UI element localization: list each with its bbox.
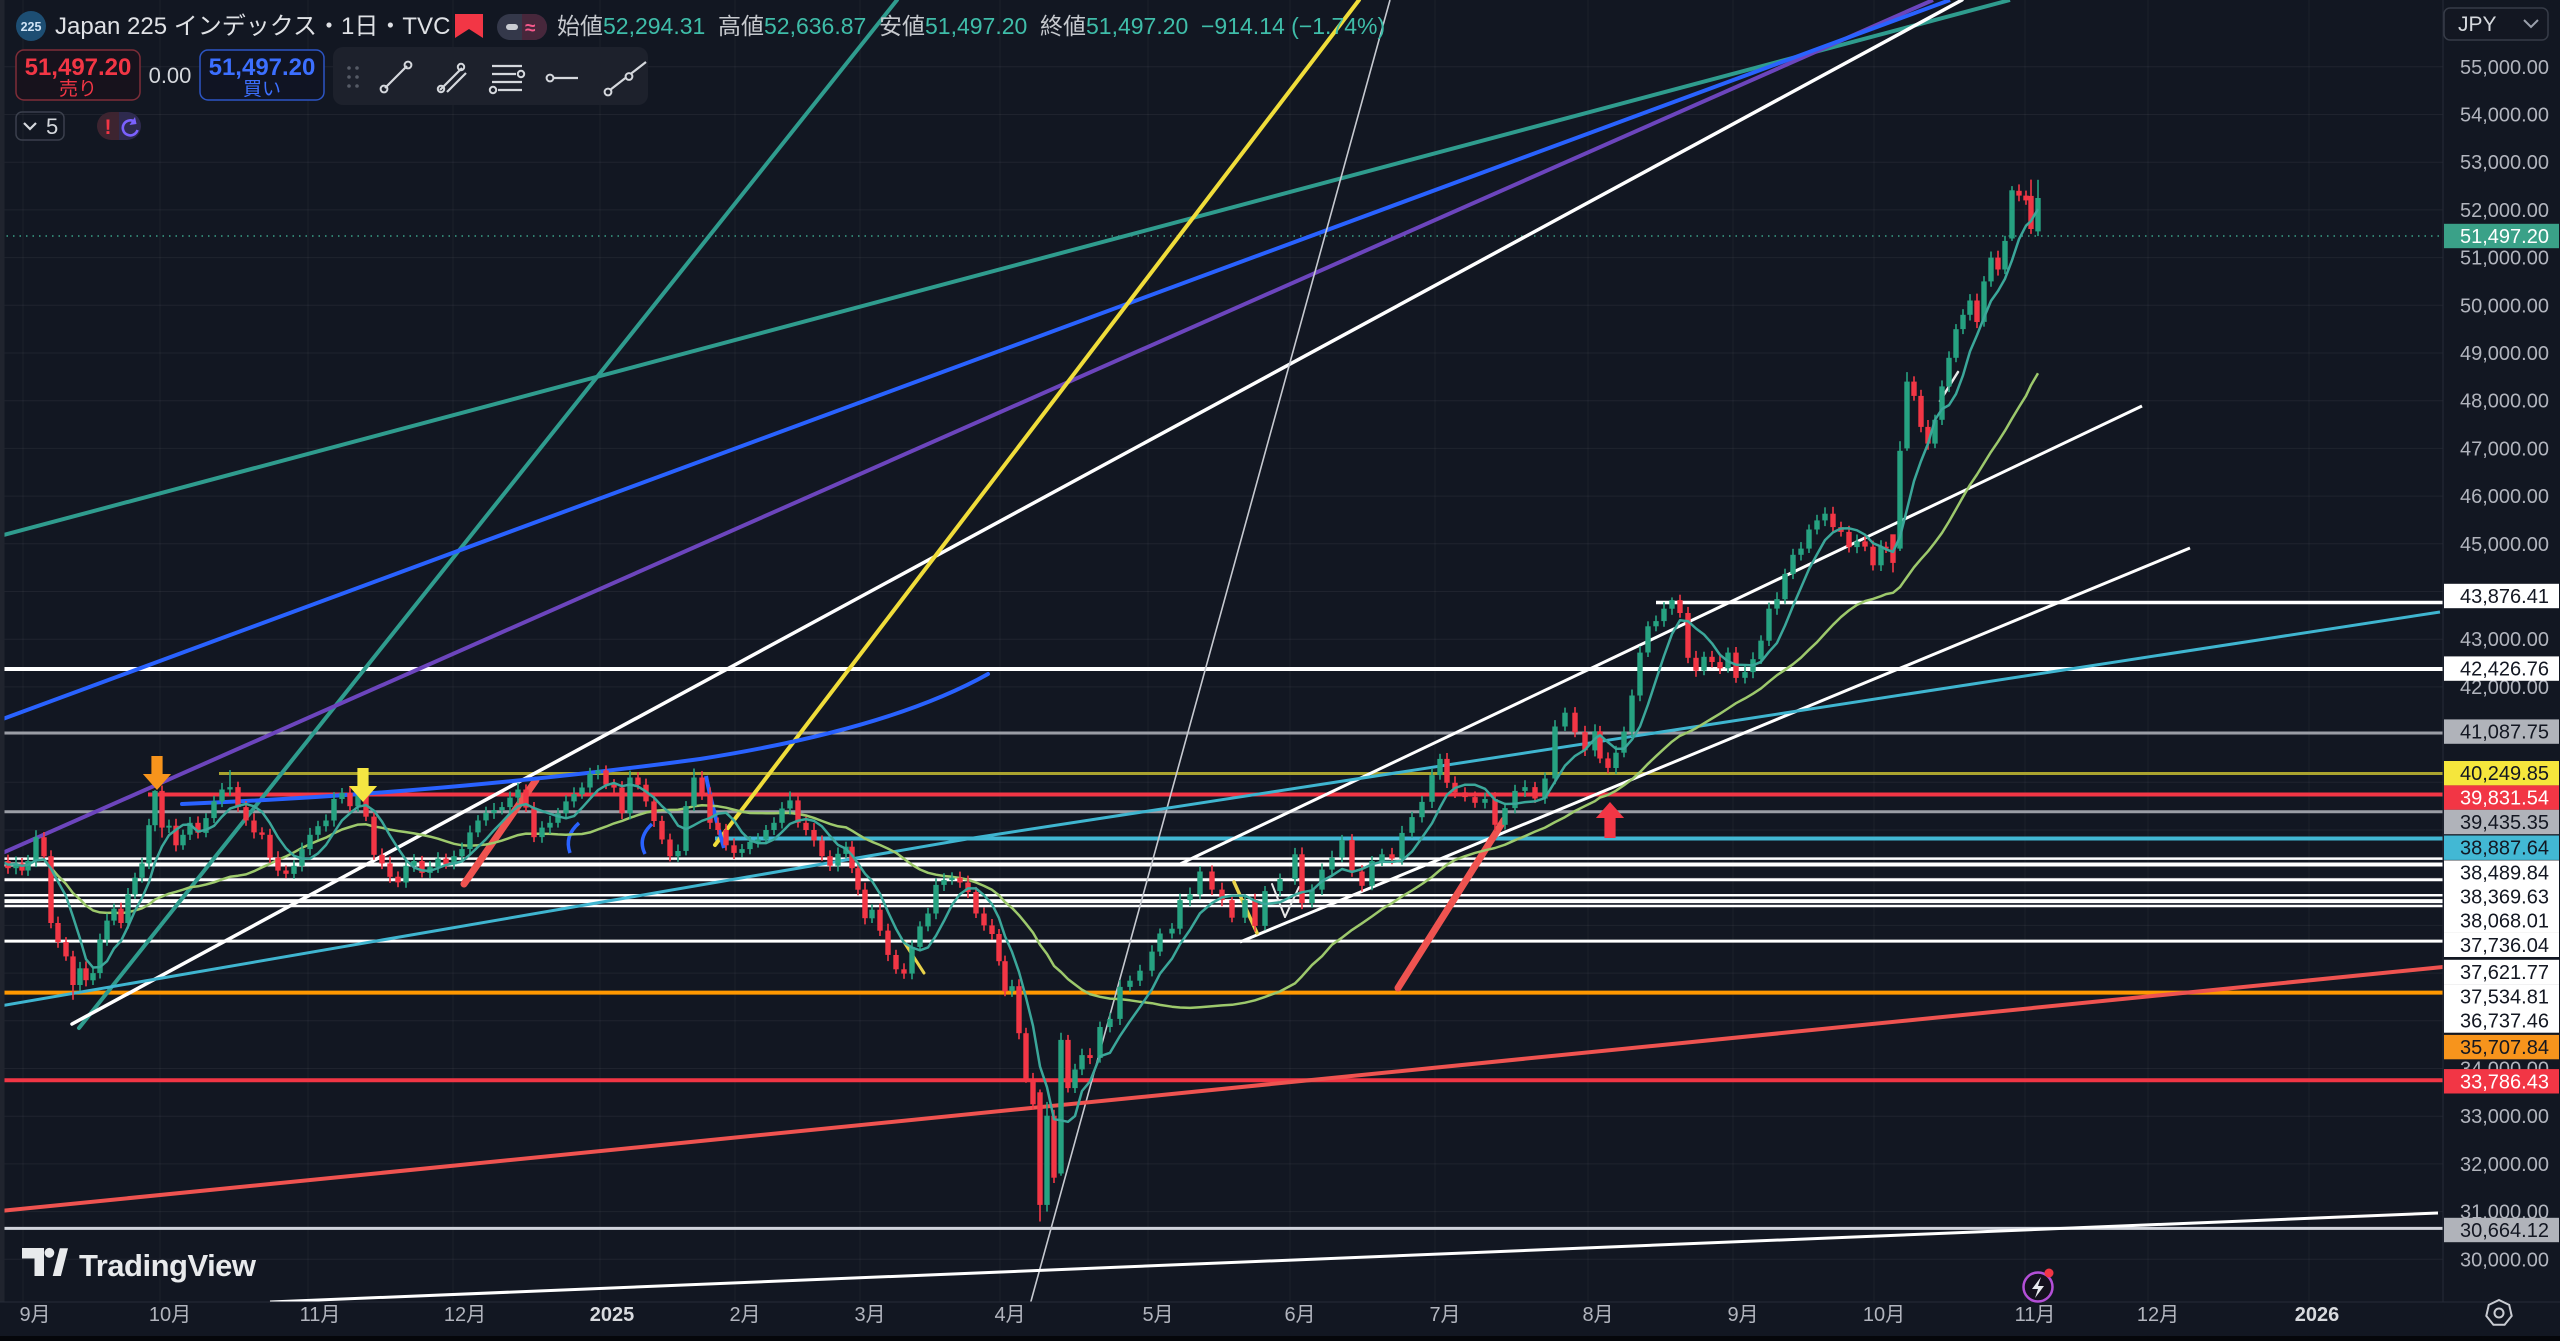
- svg-text:11月: 11月: [300, 1304, 341, 1326]
- svg-text:30,000.00: 30,000.00: [2460, 1249, 2549, 1271]
- svg-text:53,000.00: 53,000.00: [2460, 152, 2549, 174]
- svg-text:42,426.76: 42,426.76: [2460, 659, 2549, 681]
- svg-text:6月: 6月: [1284, 1304, 1315, 1326]
- svg-text:5月: 5月: [1142, 1304, 1173, 1326]
- svg-text:45,000.00: 45,000.00: [2460, 534, 2549, 556]
- svg-text:11月: 11月: [2015, 1304, 2056, 1326]
- svg-text:0.00: 0.00: [149, 63, 192, 88]
- svg-text:52,294.31: 52,294.31: [603, 13, 705, 39]
- svg-text:10月: 10月: [1863, 1304, 1905, 1326]
- svg-text:終値: 終値: [1040, 13, 1086, 39]
- svg-text:!: !: [105, 116, 112, 139]
- svg-text:32,000.00: 32,000.00: [2460, 1154, 2549, 1176]
- svg-text:3月: 3月: [854, 1304, 885, 1326]
- svg-text:30,664.12: 30,664.12: [2460, 1220, 2549, 1242]
- svg-text:38,887.64: 38,887.64: [2460, 838, 2549, 860]
- svg-text:39,435.35: 39,435.35: [2460, 812, 2549, 834]
- svg-text:5: 5: [46, 114, 58, 139]
- svg-text:2月: 2月: [729, 1304, 760, 1326]
- svg-text:51,000.00: 51,000.00: [2460, 248, 2549, 270]
- svg-text:49,000.00: 49,000.00: [2460, 343, 2549, 365]
- svg-text:≈: ≈: [525, 18, 536, 39]
- svg-text:9月: 9月: [1727, 1304, 1758, 1326]
- svg-text:51,497.20: 51,497.20: [209, 54, 316, 81]
- svg-text:42,000.00: 42,000.00: [2460, 677, 2549, 699]
- svg-text:10月: 10月: [149, 1304, 191, 1326]
- svg-text:−914.14 (−1.74%): −914.14 (−1.74%): [1201, 13, 1385, 39]
- svg-text:51,497.20: 51,497.20: [1086, 13, 1188, 39]
- svg-text:225: 225: [21, 20, 42, 34]
- svg-text:9月: 9月: [19, 1304, 50, 1326]
- svg-text:51,497.20: 51,497.20: [925, 13, 1027, 39]
- svg-text:12月: 12月: [2137, 1304, 2179, 1326]
- svg-text:39,831.54: 39,831.54: [2460, 788, 2549, 810]
- svg-text:43,000.00: 43,000.00: [2460, 629, 2549, 651]
- svg-text:52,000.00: 52,000.00: [2460, 200, 2549, 222]
- svg-text:41,087.75: 41,087.75: [2460, 722, 2549, 744]
- svg-text:買い: 買い: [243, 79, 281, 100]
- svg-text:51,497.20: 51,497.20: [2460, 226, 2549, 248]
- svg-text:55,000.00: 55,000.00: [2460, 57, 2549, 79]
- svg-text:JPY: JPY: [2458, 13, 2497, 36]
- svg-text:12月: 12月: [444, 1304, 486, 1326]
- svg-text:7月: 7月: [1429, 1304, 1460, 1326]
- svg-text:36,737.46: 36,737.46: [2460, 1011, 2549, 1033]
- svg-text:33,000.00: 33,000.00: [2460, 1106, 2549, 1128]
- svg-text:TradingView: TradingView: [79, 1248, 257, 1283]
- svg-text:売り: 売り: [59, 78, 97, 100]
- svg-text:8月: 8月: [1582, 1304, 1613, 1326]
- svg-text:47,000.00: 47,000.00: [2460, 438, 2549, 460]
- svg-text:38,369.63: 38,369.63: [2460, 886, 2549, 908]
- svg-text:37,534.81: 37,534.81: [2460, 986, 2549, 1008]
- svg-text:52,636.87: 52,636.87: [764, 13, 866, 39]
- svg-text:43,876.41: 43,876.41: [2460, 586, 2549, 608]
- svg-text:51,497.20: 51,497.20: [25, 54, 132, 81]
- svg-text:安値: 安値: [879, 13, 925, 39]
- svg-text:38,068.01: 38,068.01: [2460, 911, 2549, 933]
- svg-text:Japan 225 インデックス・1日・TVC: Japan 225 インデックス・1日・TVC: [55, 13, 450, 40]
- svg-text:37,736.04: 37,736.04: [2460, 935, 2549, 957]
- svg-text:37,621.77: 37,621.77: [2460, 962, 2549, 984]
- svg-text:54,000.00: 54,000.00: [2460, 105, 2549, 127]
- svg-text:38,489.84: 38,489.84: [2460, 863, 2549, 885]
- svg-text:始値: 始値: [557, 13, 603, 39]
- svg-text:高値: 高値: [718, 13, 764, 39]
- svg-text:4月: 4月: [994, 1304, 1025, 1326]
- svg-text:40,249.85: 40,249.85: [2460, 763, 2549, 785]
- svg-text:48,000.00: 48,000.00: [2460, 391, 2549, 413]
- svg-text:35,707.84: 35,707.84: [2460, 1037, 2549, 1059]
- svg-text:46,000.00: 46,000.00: [2460, 486, 2549, 508]
- svg-text:50,000.00: 50,000.00: [2460, 295, 2549, 317]
- svg-text:33,786.43: 33,786.43: [2460, 1071, 2549, 1093]
- svg-text:2025: 2025: [590, 1304, 635, 1326]
- svg-text:2026: 2026: [2295, 1304, 2340, 1326]
